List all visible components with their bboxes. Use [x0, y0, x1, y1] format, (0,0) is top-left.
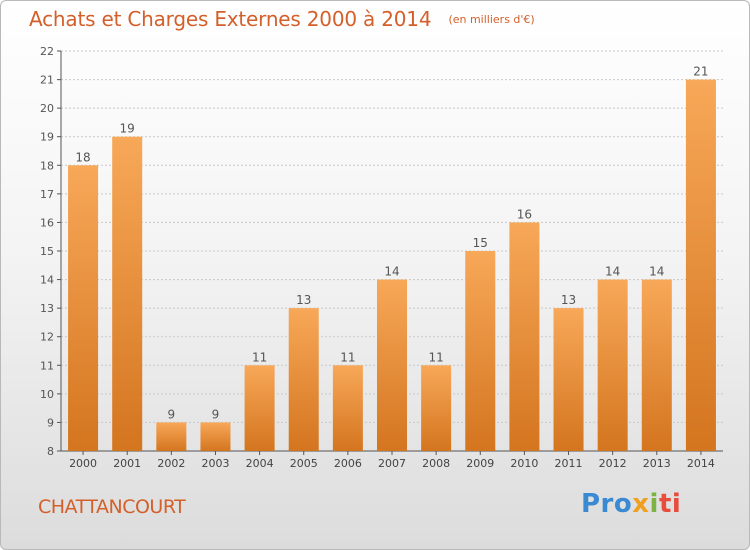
x-tick-label: 2013 — [643, 457, 671, 470]
bar — [112, 136, 143, 451]
bar — [332, 365, 363, 451]
x-tick-label: 2001 — [113, 457, 141, 470]
x-tick-label: 2011 — [555, 457, 583, 470]
logo-part: Pro — [581, 489, 633, 519]
bar — [156, 422, 187, 451]
bar — [509, 222, 540, 451]
data-label: 21 — [693, 65, 708, 79]
y-tick-label: 20 — [40, 102, 54, 115]
x-tick-label: 2009 — [466, 457, 494, 470]
y-tick-label: 14 — [40, 274, 54, 287]
location-label: CHATTANCOURT — [38, 496, 186, 518]
data-label: 19 — [120, 122, 135, 136]
bar — [465, 251, 496, 451]
y-tick-labels: 8 9 10 11 12 13 14 15 16 17 18 19 20 21 22 — [40, 45, 61, 458]
y-tick-label: 16 — [40, 216, 54, 229]
bar — [288, 308, 319, 451]
y-tick-label: 17 — [40, 188, 54, 201]
y-tick-label: 18 — [40, 159, 54, 172]
data-label: 9 — [212, 407, 220, 421]
x-tick-label: 2006 — [334, 457, 362, 470]
data-label: 11 — [428, 350, 443, 364]
bar — [421, 365, 452, 451]
bar — [68, 165, 99, 452]
logo-part: x — [632, 489, 650, 519]
y-tick-label: 10 — [40, 388, 54, 401]
data-label: 13 — [561, 293, 576, 307]
bar — [244, 365, 275, 451]
logo-part: ti — [658, 489, 682, 519]
data-label: 14 — [605, 265, 620, 279]
y-tick-label: 12 — [40, 331, 54, 344]
y-tick-label: 9 — [47, 416, 54, 429]
data-label: 14 — [649, 265, 664, 279]
x-tick-label: 2012 — [599, 457, 627, 470]
x-tick-label: 2003 — [201, 457, 229, 470]
data-label: 11 — [252, 350, 267, 364]
y-tick-label: 13 — [40, 302, 54, 315]
x-tick-label: 2007 — [378, 457, 406, 470]
y-tick-label: 11 — [40, 359, 54, 372]
x-tick-label: 2010 — [510, 457, 538, 470]
x-tick-label: 2014 — [687, 457, 715, 470]
logo-part: i — [649, 489, 659, 519]
y-tick-label: 19 — [40, 131, 54, 144]
bar — [376, 279, 408, 451]
x-tick-labels: 2000 2001 2002 2003 2004 2005 2006 2007 2008 2009… — [69, 451, 715, 470]
proxiti-logo: Proxiti — [581, 489, 681, 519]
data-label: 18 — [75, 150, 90, 164]
x-tick-label: 2005 — [290, 457, 318, 470]
y-tick-label: 15 — [40, 245, 54, 258]
x-tick-label: 2002 — [157, 457, 185, 470]
bar — [641, 279, 672, 451]
x-tick-label: 2000 — [69, 457, 97, 470]
data-label: 15 — [473, 236, 488, 250]
data-label: 11 — [340, 350, 355, 364]
bars — [68, 79, 716, 452]
data-labels: 18 19 9 9 11 13 11 14 11 15 16 13 14 14 21 — [75, 65, 708, 422]
bar — [200, 422, 231, 451]
bar — [597, 279, 628, 451]
y-tick-label: 22 — [40, 45, 54, 58]
bar — [685, 79, 716, 452]
chart-subtitle: (en milliers d'€) — [448, 13, 535, 26]
title-row: Achats et Charges Externes 2000 à 2014 (… — [29, 7, 535, 31]
y-tick-label: 21 — [40, 74, 54, 87]
x-tick-label: 2008 — [422, 457, 450, 470]
chart-title: Achats et Charges Externes 2000 à 2014 — [29, 7, 432, 31]
data-label: 9 — [168, 407, 176, 421]
data-label: 13 — [296, 293, 311, 307]
x-tick-label: 2004 — [246, 457, 274, 470]
bar — [553, 308, 584, 451]
data-label: 14 — [384, 265, 399, 279]
y-tick-label: 8 — [47, 445, 54, 458]
data-label: 16 — [517, 207, 532, 221]
